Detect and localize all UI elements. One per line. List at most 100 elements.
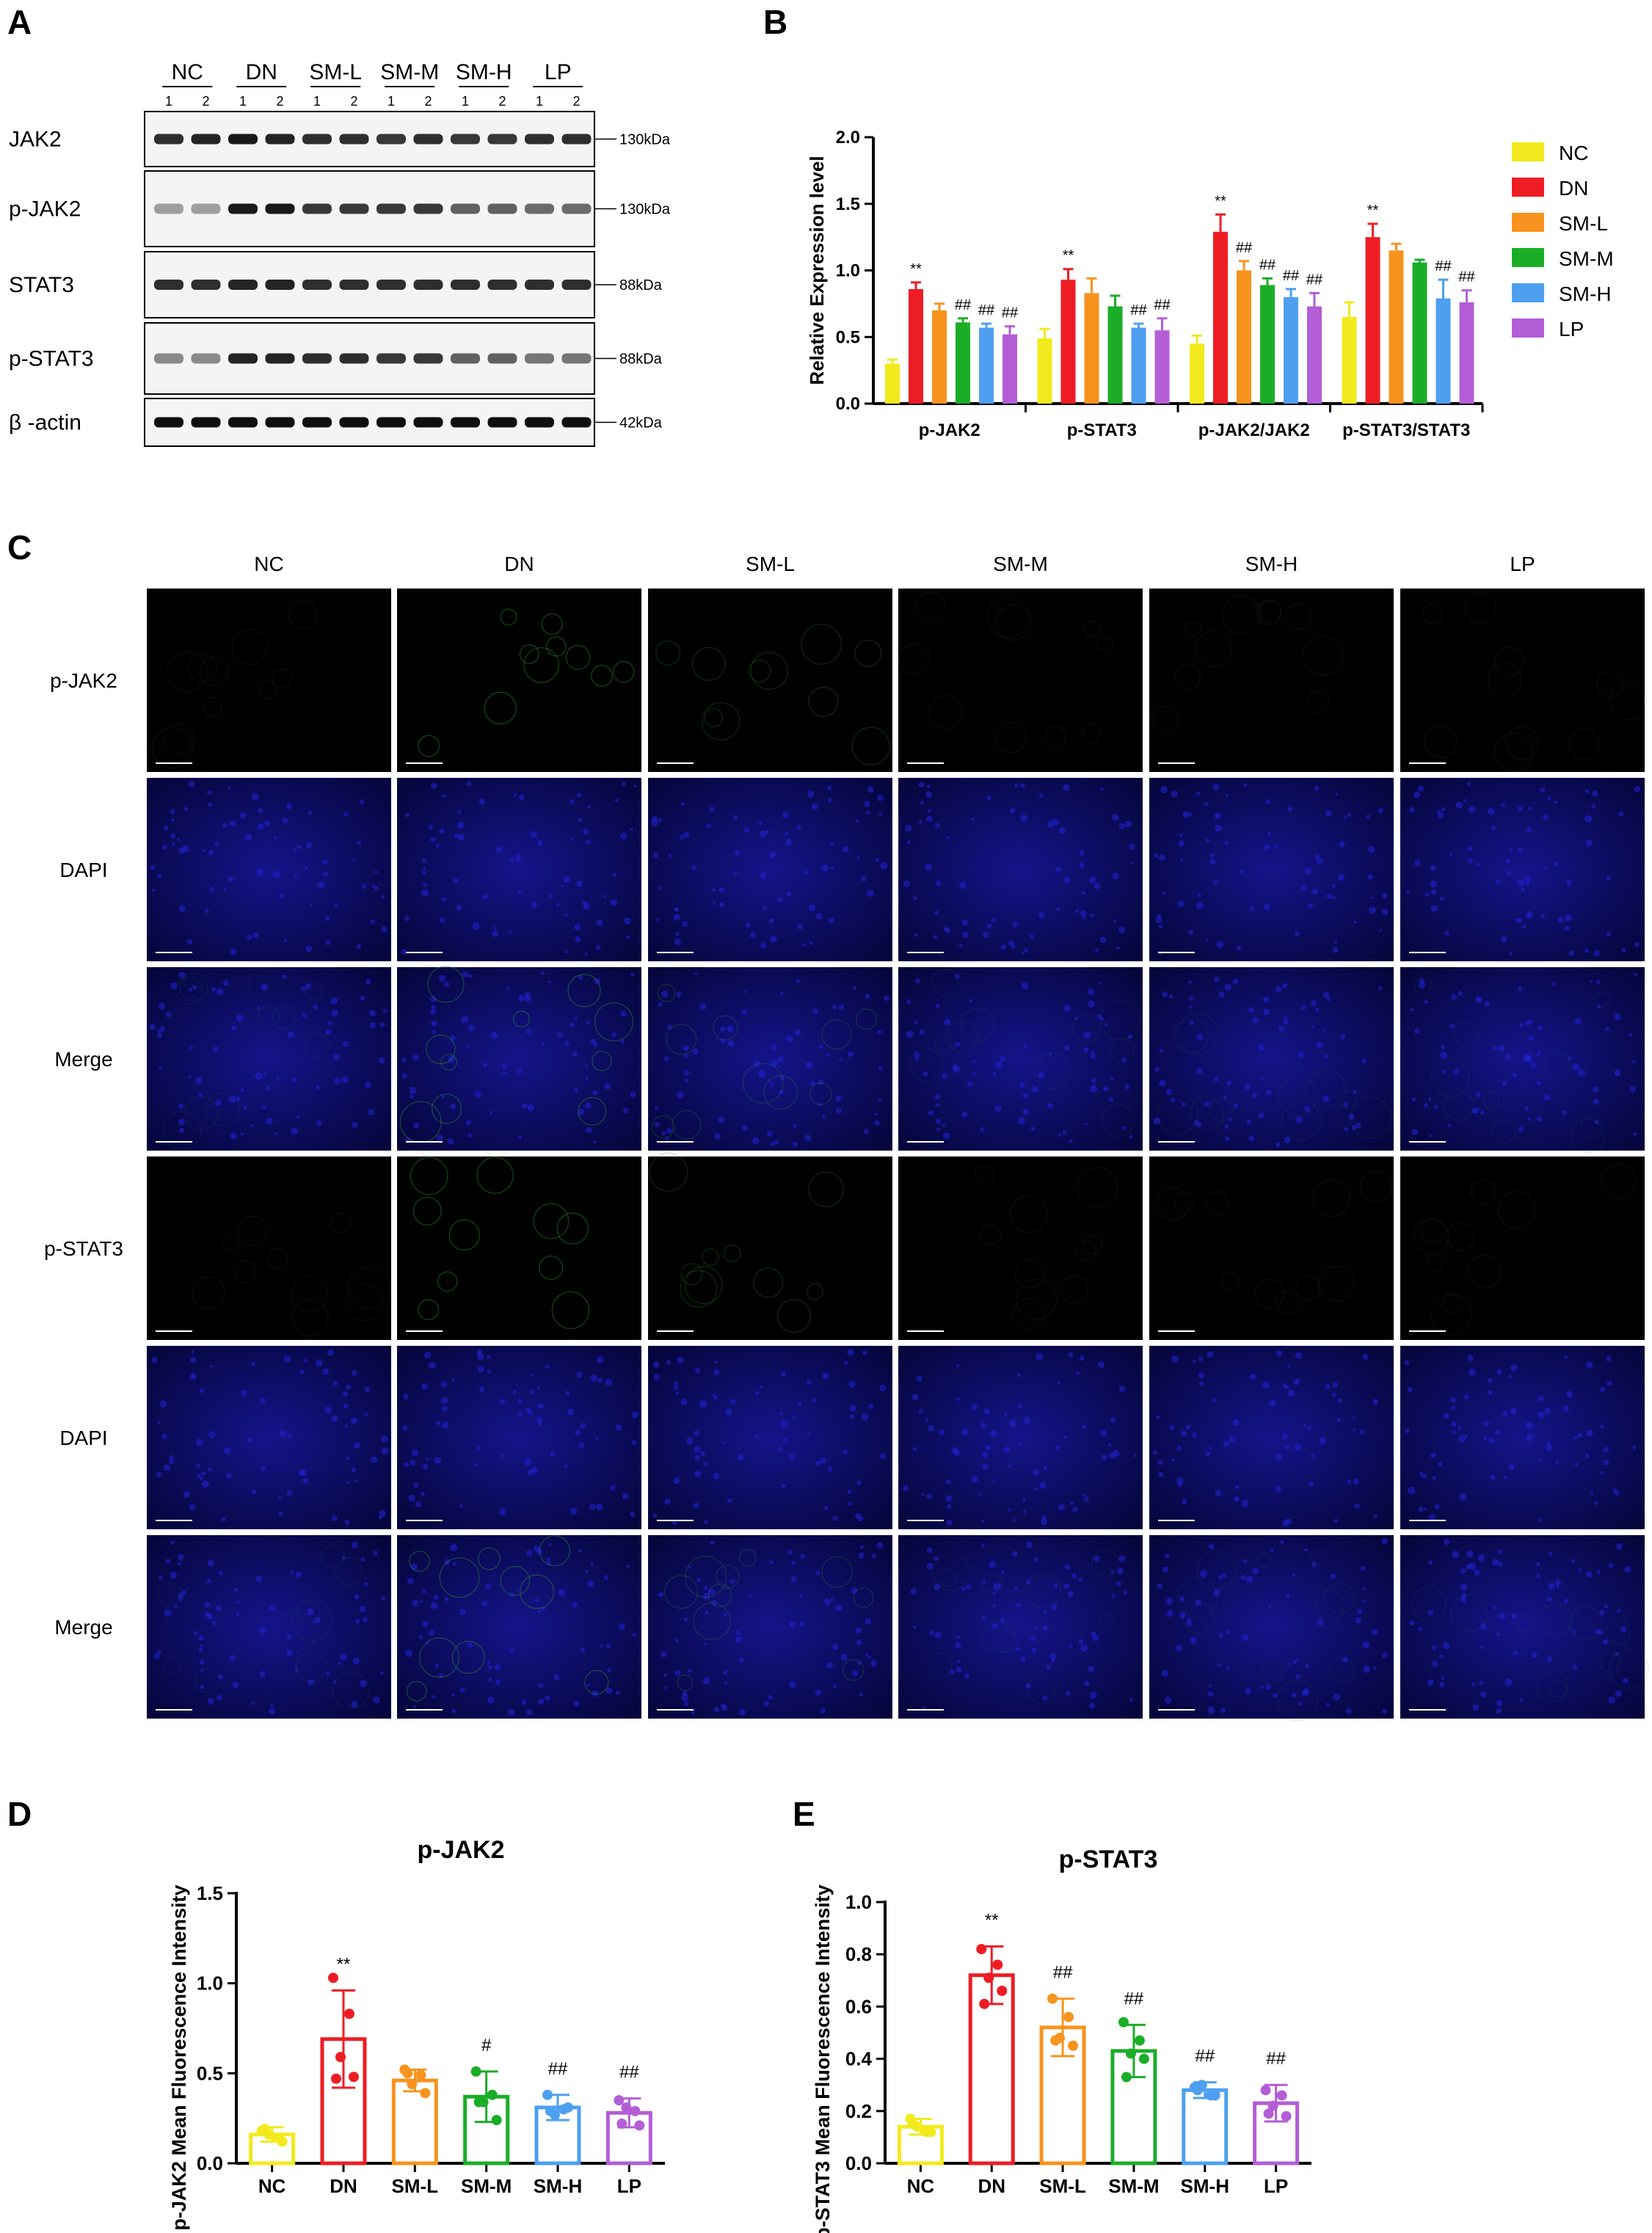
y-tick-label: 0.0 (836, 394, 860, 414)
nucleus-dot (1198, 1372, 1204, 1379)
nucleus-dot (313, 1004, 319, 1010)
nucleus-dot (325, 1671, 330, 1676)
nucleus-dot (694, 1430, 699, 1436)
tubule-outline (186, 652, 217, 683)
nucleus-dot (1001, 1570, 1005, 1575)
micro-tile (397, 778, 641, 961)
nucleus-dot (986, 923, 992, 929)
nucleus-dot (1325, 810, 1332, 817)
micro-tile (1149, 778, 1394, 961)
nucleus-dot (1591, 804, 1596, 809)
data-point (925, 2127, 936, 2138)
nucleus-dot (1496, 1708, 1502, 1714)
nucleus-dot (674, 1381, 678, 1385)
nucleus-dot (565, 950, 569, 954)
blot-band (413, 417, 443, 428)
nucleus-dot (351, 1541, 358, 1548)
nucleus-dot (1071, 1507, 1078, 1512)
nucleus-dot (915, 1057, 919, 1061)
nucleus-dot (842, 846, 849, 853)
micro-column-label: DN (504, 553, 534, 575)
nucleus-dot (182, 845, 189, 853)
nucleus-dot (1017, 1404, 1023, 1409)
nucleus-dot (1527, 1117, 1531, 1121)
nucleus-dot (586, 839, 591, 845)
nucleus-dot (1189, 1020, 1194, 1025)
nucleus-dot (852, 986, 856, 991)
nucleus-dot (781, 1483, 786, 1488)
nucleus-dot (481, 1600, 487, 1606)
tubule-outline (934, 1033, 956, 1054)
nucleus-dot (720, 1026, 726, 1032)
nucleus-dot (316, 1085, 320, 1090)
nucleus-dot (730, 1399, 736, 1405)
nucleus-dot (765, 830, 769, 834)
nucleus-dot (508, 930, 512, 934)
nucleus-dot (870, 1660, 878, 1667)
nucleus-dot (502, 1071, 506, 1074)
nucleus-dot (785, 1035, 793, 1043)
nucleus-dot (768, 1694, 773, 1700)
tubule-outline (748, 659, 771, 682)
significance-mark: # (481, 2036, 492, 2055)
nucleus-dot (188, 1075, 192, 1079)
bar-nc (1037, 338, 1052, 404)
tubule-outline (1091, 1550, 1119, 1578)
nucleus-dot (852, 1670, 859, 1677)
blot-band (451, 353, 480, 364)
tubule-outline (303, 1032, 330, 1059)
kda-marker-label: 42kDa (619, 415, 663, 431)
nucleus-dot (1012, 922, 1019, 928)
nucleus-dot (925, 791, 932, 798)
nucleus-dot (691, 1710, 696, 1715)
nucleus-dot (1600, 1424, 1604, 1429)
nucleus-dot (1032, 1086, 1038, 1093)
nucleus-dot (1314, 1008, 1320, 1012)
nucleus-dot (423, 867, 426, 870)
nucleus-dot (723, 1613, 727, 1617)
nucleus-dot (413, 1482, 419, 1488)
nucleus-dot (1382, 1708, 1388, 1714)
tubule-outline (1173, 1191, 1195, 1212)
tubule-outline (1071, 1013, 1101, 1043)
nucleus-dot (884, 995, 889, 1002)
nucleus-dot (332, 1680, 337, 1684)
nucleus-dot (822, 1372, 829, 1380)
nucleus-dot (1417, 785, 1424, 793)
blot-band (302, 417, 332, 428)
nucleus-dot (1584, 948, 1590, 953)
tubule-outline (233, 1260, 256, 1283)
nucleus-dot (1281, 983, 1288, 988)
nucleus-dot (1484, 1000, 1491, 1007)
nucleus-dot (1424, 1507, 1427, 1511)
nucleus-dot (1280, 1540, 1284, 1544)
nucleus-dot (518, 1135, 523, 1140)
nucleus-dot (517, 1399, 523, 1405)
nucleus-dot (1161, 1669, 1169, 1677)
nucleus-dot (580, 1423, 586, 1429)
tubule-outline (680, 1263, 703, 1286)
nucleus-dot (918, 1409, 923, 1413)
nucleus-dot (172, 842, 175, 846)
nucleus-dot (782, 1438, 787, 1443)
data-point (487, 2089, 498, 2100)
nucleus-dot (1000, 1617, 1005, 1623)
tubule-outline (332, 1672, 370, 1709)
nucleus-dot (198, 1635, 204, 1641)
nucleus-dot (1091, 1631, 1096, 1636)
data-point (1209, 2090, 1220, 2101)
nucleus-dot (961, 1428, 969, 1436)
nucleus-dot (1606, 875, 1612, 881)
nucleus-dot (1325, 1702, 1330, 1707)
nucleus-dot (935, 881, 942, 886)
nucleus-dot (738, 1657, 744, 1663)
nucleus-dot (204, 1601, 211, 1608)
nucleus-dot (200, 1669, 204, 1672)
blot-band (487, 353, 517, 364)
blot-band (154, 203, 183, 214)
blot-band (451, 203, 480, 214)
nucleus-dot (260, 1398, 266, 1404)
tubule-outline (1027, 1676, 1056, 1705)
nucleus-dot (760, 830, 767, 838)
